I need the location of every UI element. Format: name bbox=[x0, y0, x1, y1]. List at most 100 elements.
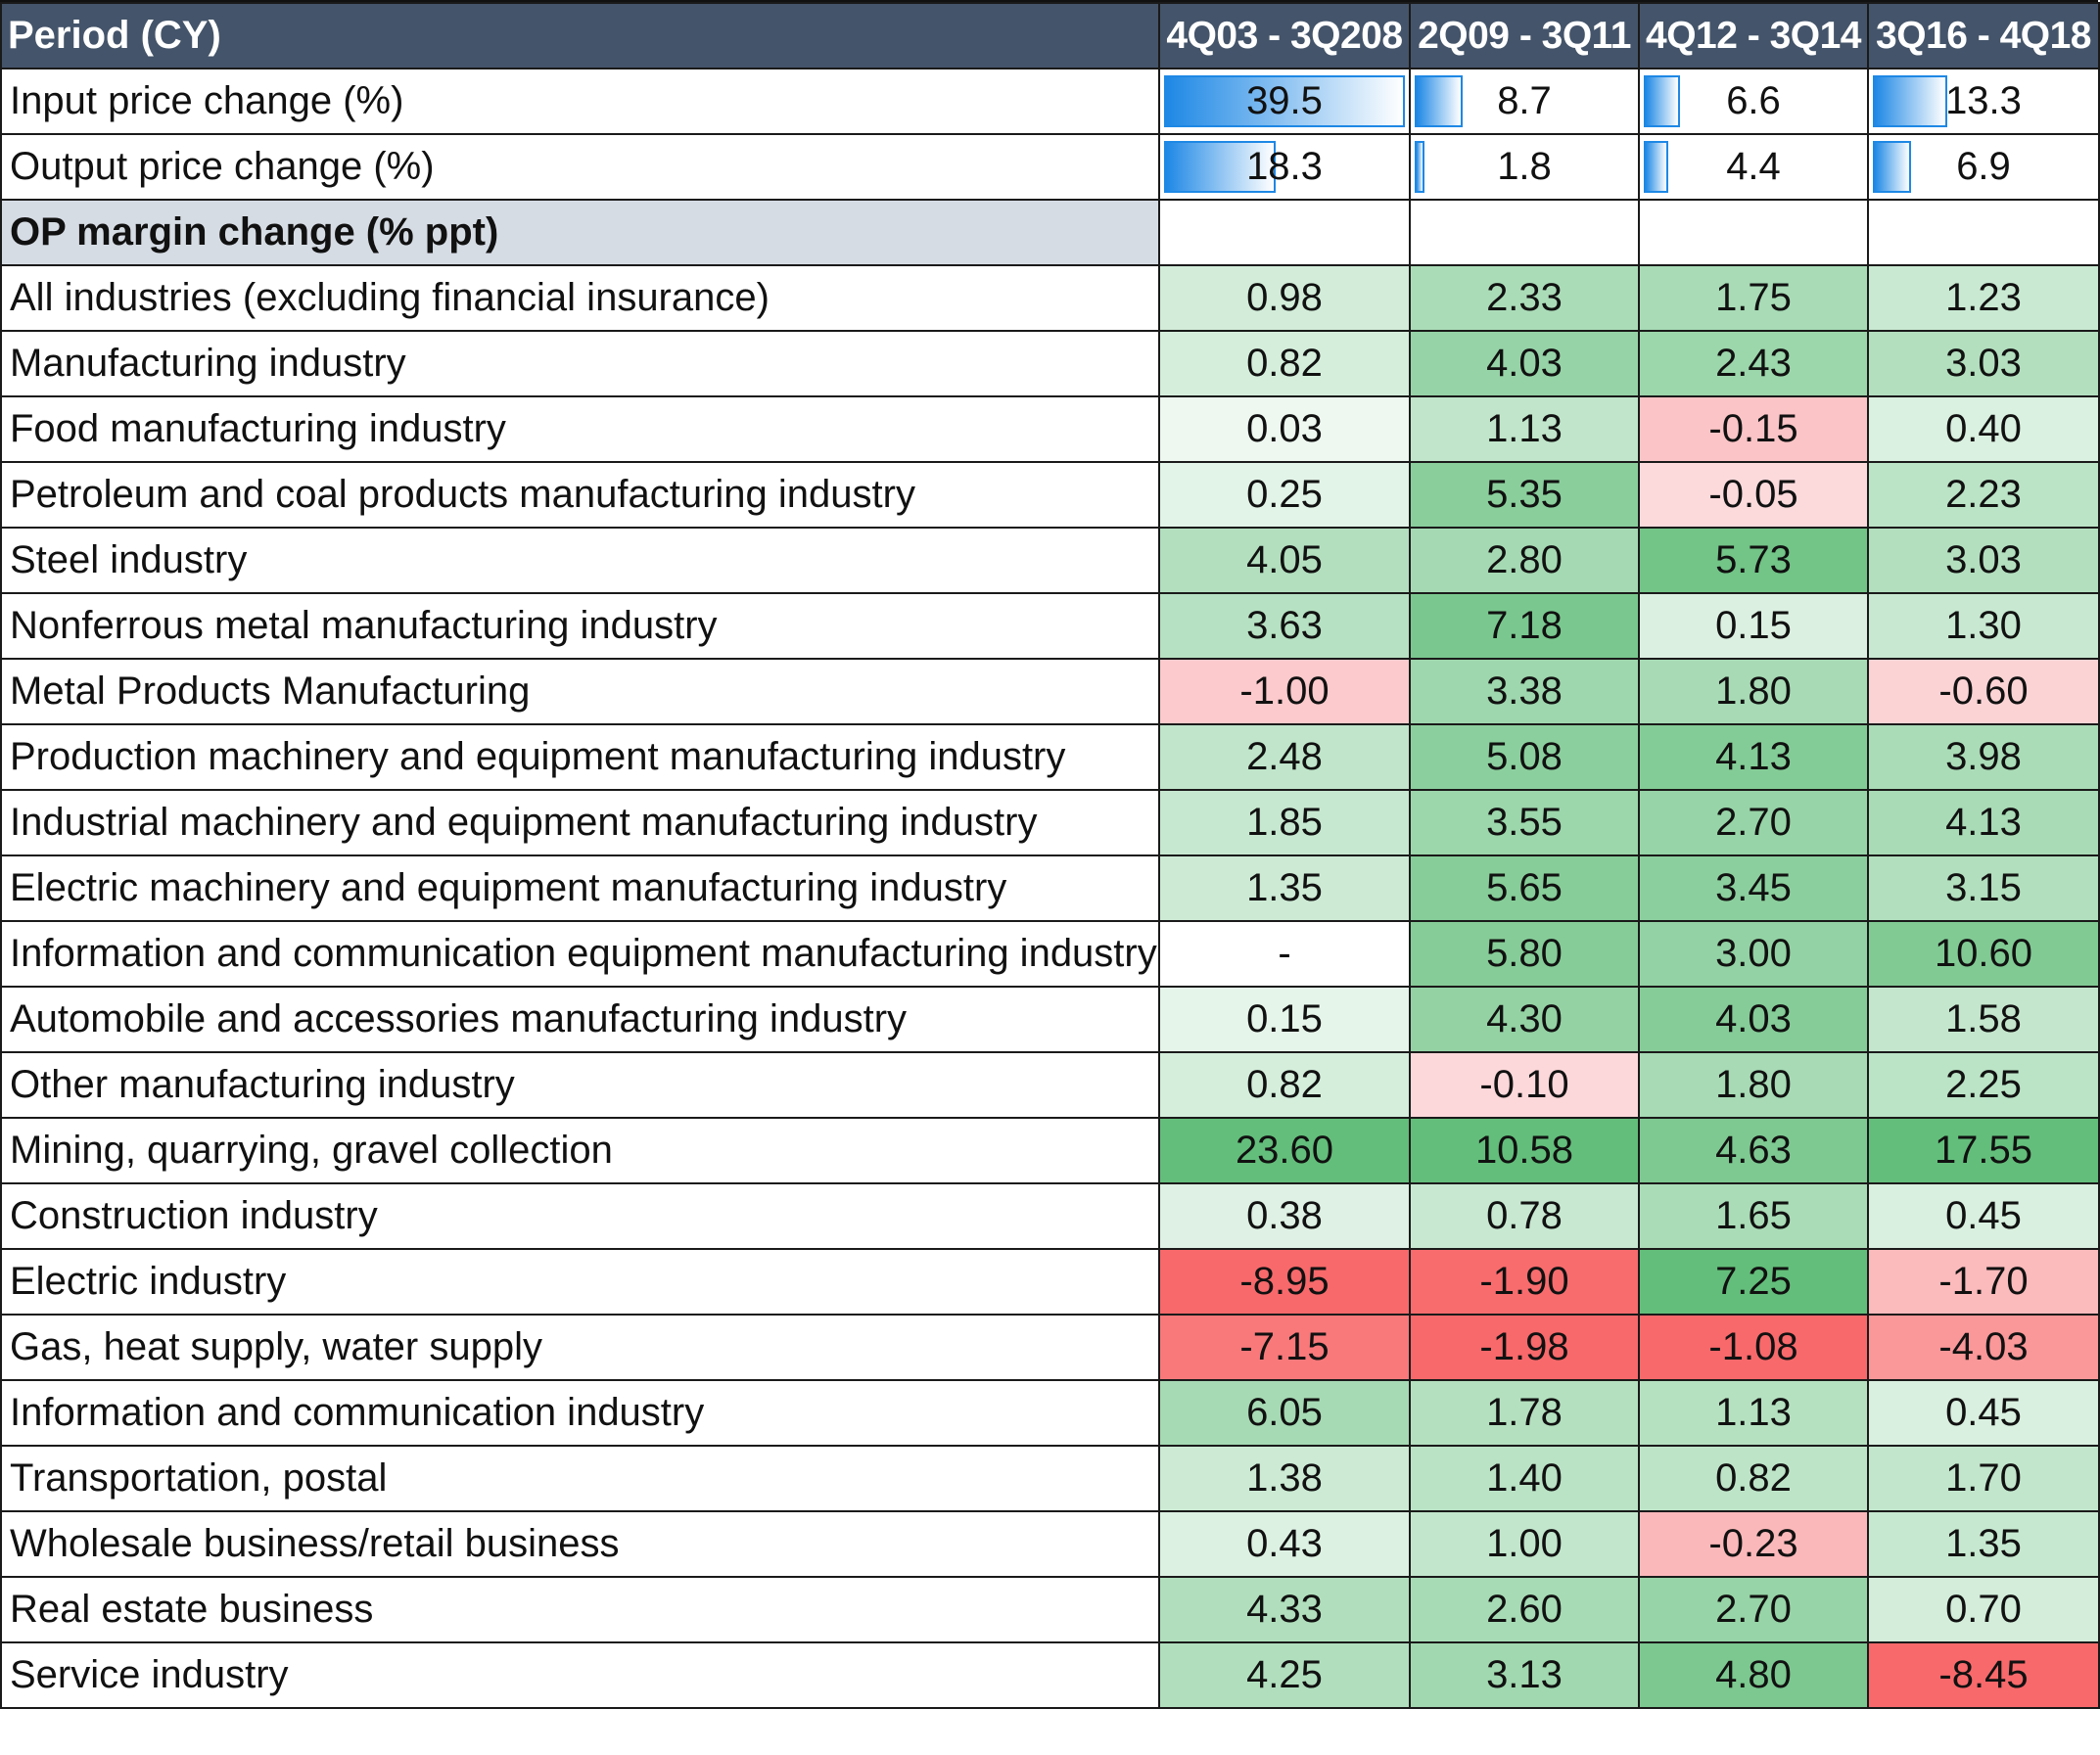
heatmap-cell: 0.45 bbox=[1867, 1379, 2100, 1447]
op-margin-table: Period (CY) 4Q03 - 3Q208 2Q09 - 3Q11 4Q1… bbox=[0, 2, 2100, 1709]
heatmap-cell: 1.23 bbox=[1867, 264, 2100, 332]
heatmap-cell: 2.80 bbox=[1409, 527, 1640, 594]
row-label: Nonferrous metal manufacturing industry bbox=[0, 592, 1160, 660]
heatmap-cell: - bbox=[1158, 920, 1411, 988]
heatmap-cell: -1.70 bbox=[1867, 1248, 2100, 1316]
heatmap-cell: 1.75 bbox=[1638, 264, 1869, 332]
heatmap-cell: 0.40 bbox=[1867, 395, 2100, 463]
header-col-4: 3Q16 - 4Q18 bbox=[1867, 2, 2100, 69]
heatmap-cell: -1.00 bbox=[1158, 658, 1411, 725]
table-row: Information and communication equipment … bbox=[0, 920, 2100, 988]
heatmap-cell: 0.15 bbox=[1158, 986, 1411, 1053]
heatmap-cell: 5.80 bbox=[1409, 920, 1640, 988]
heatmap-cell: 1.80 bbox=[1638, 1051, 1869, 1119]
row-label: Transportation, postal bbox=[0, 1445, 1160, 1512]
table-row: All industries (excluding financial insu… bbox=[0, 264, 2100, 332]
row-label: Information and communication industry bbox=[0, 1379, 1160, 1447]
heatmap-cell: 2.25 bbox=[1867, 1051, 2100, 1119]
heatmap-cell: 1.40 bbox=[1409, 1445, 1640, 1512]
heatmap-cell: 4.63 bbox=[1638, 1117, 1869, 1184]
heatmap-cell: 10.60 bbox=[1867, 920, 2100, 988]
price-value-cell: 39.5 bbox=[1158, 68, 1411, 135]
price-value: 18.3 bbox=[1246, 145, 1323, 188]
row-label: Food manufacturing industry bbox=[0, 395, 1160, 463]
price-value-cell: 6.9 bbox=[1867, 133, 2100, 201]
heatmap-cell: 4.13 bbox=[1867, 789, 2100, 856]
row-label: Real estate business bbox=[0, 1576, 1160, 1643]
heatmap-cell: -7.15 bbox=[1158, 1314, 1411, 1381]
section-empty-cell bbox=[1867, 199, 2100, 266]
heatmap-cell: 10.58 bbox=[1409, 1117, 1640, 1184]
row-label: Manufacturing industry bbox=[0, 330, 1160, 397]
price-data-bar bbox=[1873, 75, 1948, 127]
heatmap-cell: 0.15 bbox=[1638, 592, 1869, 660]
heatmap-cell: 1.35 bbox=[1158, 854, 1411, 922]
table-row: Production machinery and equipment manuf… bbox=[0, 723, 2100, 791]
heatmap-cell: 3.55 bbox=[1409, 789, 1640, 856]
heatmap-cell: 0.82 bbox=[1158, 330, 1411, 397]
price-data-bar bbox=[1164, 75, 1405, 127]
heatmap-cell: 0.03 bbox=[1158, 395, 1411, 463]
heatmap-cell: 0.43 bbox=[1158, 1510, 1411, 1578]
heatmap-cell: 1.30 bbox=[1867, 592, 2100, 660]
heatmap-cell: 4.05 bbox=[1158, 527, 1411, 594]
heatmap-cell: 5.08 bbox=[1409, 723, 1640, 791]
heatmap-cell: 5.65 bbox=[1409, 854, 1640, 922]
price-value-cell: 1.8 bbox=[1409, 133, 1640, 201]
heatmap-cell: 3.13 bbox=[1409, 1641, 1640, 1709]
heatmap-cell: 2.70 bbox=[1638, 1576, 1869, 1643]
price-data-bar bbox=[1415, 141, 1425, 193]
heatmap-cell: -0.15 bbox=[1638, 395, 1869, 463]
heatmap-cell: 7.18 bbox=[1409, 592, 1640, 660]
price-value: 39.5 bbox=[1246, 79, 1323, 122]
heatmap-cell: 1.65 bbox=[1638, 1182, 1869, 1250]
heatmap-cell: -1.08 bbox=[1638, 1314, 1869, 1381]
price-row-label: Output price change (%) bbox=[0, 133, 1160, 201]
price-value: 6.6 bbox=[1726, 79, 1781, 122]
row-label: Service industry bbox=[0, 1641, 1160, 1709]
row-label: Information and communication equipment … bbox=[0, 920, 1160, 988]
price-data-bar bbox=[1164, 141, 1276, 193]
heatmap-cell: 7.25 bbox=[1638, 1248, 1869, 1316]
heatmap-cell: 2.48 bbox=[1158, 723, 1411, 791]
heatmap-cell: 3.00 bbox=[1638, 920, 1869, 988]
heatmap-cell: 1.58 bbox=[1867, 986, 2100, 1053]
heatmap-cell: 5.35 bbox=[1409, 461, 1640, 529]
section-empty-cell bbox=[1638, 199, 1869, 266]
table-row: Gas, heat supply, water supply -7.15 -1.98… bbox=[0, 1314, 2100, 1381]
row-label: Other manufacturing industry bbox=[0, 1051, 1160, 1119]
heatmap-cell: 4.03 bbox=[1409, 330, 1640, 397]
heatmap-cell: 0.38 bbox=[1158, 1182, 1411, 1250]
price-value-cell: 8.7 bbox=[1409, 68, 1640, 135]
price-value-cell: 18.3 bbox=[1158, 133, 1411, 201]
row-label: Mining, quarrying, gravel collection bbox=[0, 1117, 1160, 1184]
price-value-cell: 13.3 bbox=[1867, 68, 2100, 135]
row-label: Wholesale business/retail business bbox=[0, 1510, 1160, 1578]
heatmap-cell: 0.78 bbox=[1409, 1182, 1640, 1250]
heatmap-cell: 4.33 bbox=[1158, 1576, 1411, 1643]
row-label: Steel industry bbox=[0, 527, 1160, 594]
table-row: Automobile and accessories manufacturing… bbox=[0, 986, 2100, 1053]
table-row: Wholesale business/retail business 0.43 1.… bbox=[0, 1510, 2100, 1578]
table-row: Food manufacturing industry 0.03 1.13 -0.15… bbox=[0, 395, 2100, 463]
heatmap-cell: -8.95 bbox=[1158, 1248, 1411, 1316]
section-empty-cell bbox=[1158, 199, 1411, 266]
heatmap-cell: 1.13 bbox=[1638, 1379, 1869, 1447]
section-header-row: OP margin change (% ppt) bbox=[0, 199, 2100, 266]
heatmap-cell: 4.80 bbox=[1638, 1641, 1869, 1709]
table-row: Transportation, postal 1.38 1.40 0.82 1.70 bbox=[0, 1445, 2100, 1512]
heatmap-cell: -1.90 bbox=[1409, 1248, 1640, 1316]
section-empty-cell bbox=[1409, 199, 1640, 266]
table-row: Nonferrous metal manufacturing industry 3… bbox=[0, 592, 2100, 660]
heatmap-cell: 0.25 bbox=[1158, 461, 1411, 529]
heatmap-cell: 4.25 bbox=[1158, 1641, 1411, 1709]
price-value-cell: 6.6 bbox=[1638, 68, 1869, 135]
heatmap-cell: 23.60 bbox=[1158, 1117, 1411, 1184]
heatmap-cell: -1.98 bbox=[1409, 1314, 1640, 1381]
table-body: Input price change (%) 39.5 8.7 6.6 13.3 Outp… bbox=[0, 68, 2100, 1709]
heatmap-cell: 4.13 bbox=[1638, 723, 1869, 791]
header-col-2: 2Q09 - 3Q11 bbox=[1409, 2, 1640, 69]
section-title: OP margin change (% ppt) bbox=[0, 199, 1160, 266]
row-label: Production machinery and equipment manuf… bbox=[0, 723, 1160, 791]
heatmap-cell: 1.00 bbox=[1409, 1510, 1640, 1578]
